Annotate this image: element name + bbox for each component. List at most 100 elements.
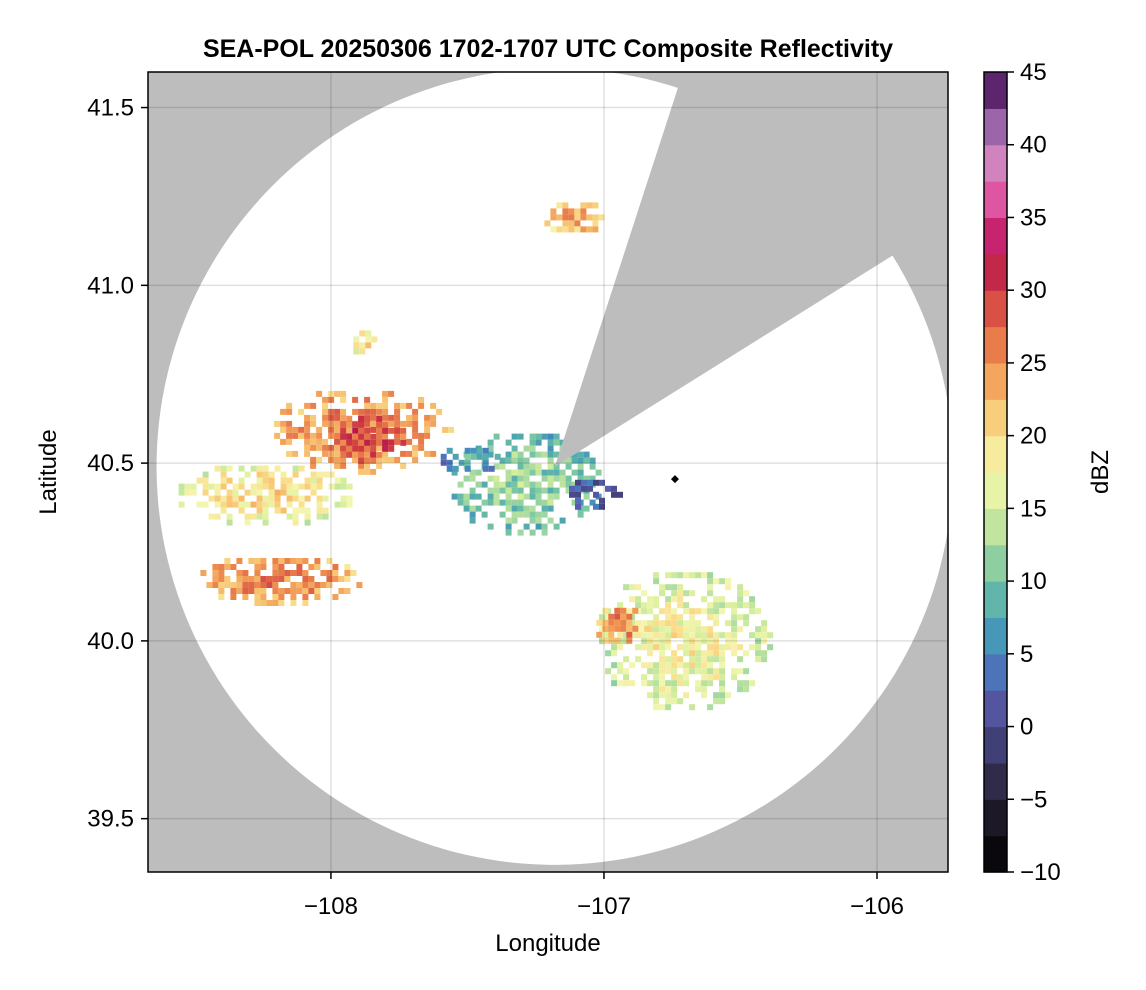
echo-pixel [511, 505, 518, 512]
echo-pixel [442, 426, 449, 433]
echo-pixel [278, 588, 285, 594]
echo-pixel [328, 450, 335, 457]
echo-pixel [250, 465, 257, 472]
echo-pixel [569, 485, 575, 492]
echo-pixel [641, 632, 648, 639]
echo-pixel [184, 483, 191, 490]
echo-pixel [493, 499, 500, 506]
echo-pixel [322, 402, 329, 409]
echo-pixel [761, 656, 768, 663]
echo-pixel [268, 489, 275, 496]
echo-pixel [623, 638, 630, 645]
echo-pixel [731, 674, 738, 681]
echo-pixel [731, 620, 738, 627]
echo-pixel [553, 433, 560, 440]
echo-pixel [653, 674, 660, 681]
echo-pixel [382, 456, 389, 463]
echo-pixel [713, 632, 720, 639]
echo-pixel [586, 226, 593, 233]
echo-pixel [316, 426, 323, 433]
echo-pixel [412, 426, 419, 433]
echo-pixel [310, 483, 317, 490]
echo-pixel [214, 483, 221, 490]
echo-pixel [605, 668, 612, 675]
echo-pixel [266, 600, 273, 606]
echo-pixel [244, 513, 251, 520]
echo-pixel [719, 608, 726, 615]
echo-pixel [665, 638, 672, 645]
echo-pixel [254, 582, 261, 588]
echo-pixel [683, 620, 690, 627]
echo-pixel [617, 680, 624, 687]
echo-pixel [268, 501, 275, 508]
echo-pixel [254, 588, 261, 594]
echo-pixel [464, 453, 471, 460]
echo-pixel [583, 475, 590, 482]
echo-pixel [208, 513, 215, 520]
echo-pixel [388, 427, 395, 434]
echo-pixel [713, 644, 720, 651]
echo-pixel [541, 487, 548, 494]
echo-pixel [719, 680, 726, 687]
echo-pixel [583, 505, 590, 512]
echo-pixel [737, 644, 744, 651]
echo-pixel [268, 477, 275, 484]
echo-pixel [286, 438, 293, 445]
echo-pixel [353, 336, 360, 343]
echo-pixel [220, 471, 227, 478]
echo-pixel [254, 570, 261, 576]
echo-pixel [592, 226, 599, 233]
echo-pixel [517, 493, 524, 500]
echo-pixel [559, 517, 566, 524]
echo-pixel [400, 427, 407, 434]
echo-pixel [190, 489, 197, 496]
colorbar-segment [984, 653, 1007, 691]
echo-pixel [322, 495, 329, 502]
echo-pixel [322, 396, 329, 403]
echo-pixel [529, 463, 536, 470]
echo-pixel [340, 421, 347, 428]
echo-pixel [701, 632, 708, 639]
echo-pixel [280, 489, 287, 496]
echo-pixel [272, 582, 279, 588]
echo-pixel [226, 501, 233, 508]
echo-pixel [218, 594, 225, 600]
echo-pixel [677, 626, 684, 633]
echo-pixel [505, 457, 512, 464]
echo-pixel [400, 462, 407, 469]
echo-pixel [292, 507, 299, 514]
echo-pixel [517, 487, 524, 494]
echo-pixel [382, 421, 389, 428]
echo-pixel [641, 590, 648, 597]
echo-pixel [731, 632, 738, 639]
echo-pixel [731, 644, 738, 651]
echo-region [451, 433, 602, 536]
echo-pixel [653, 692, 660, 699]
colorbar-ticks: −10 −5 0 5 10 15 20 25 30 35 40 45 [1007, 59, 1061, 886]
echo-pixel [382, 450, 389, 457]
echo-pixel [529, 451, 536, 458]
echo-pixel [523, 469, 530, 476]
x-tick-label: −107 [577, 893, 631, 920]
echo-pixel [196, 477, 203, 484]
echo-pixel [671, 590, 678, 597]
echo-pixel [559, 481, 566, 488]
colorbar-frame [983, 71, 1008, 873]
echo-pixel [626, 619, 633, 626]
echo-pixel [260, 594, 267, 600]
echo-pixel [196, 501, 203, 508]
echo-pixel [364, 450, 371, 457]
echo-pixel [418, 438, 425, 445]
echo-pixel [364, 408, 371, 415]
echo-pixel [707, 704, 714, 711]
echo-pixel [556, 226, 563, 233]
echo-pixel [316, 477, 323, 484]
echo-pixel [340, 408, 347, 415]
echo-pixel [244, 489, 251, 496]
echo-pixel [653, 620, 660, 627]
echo-pixel [505, 481, 512, 488]
echo-pixel [394, 402, 401, 409]
echo-pixel [202, 471, 209, 478]
colorbar-segment [984, 799, 1007, 837]
echo-pixel [583, 457, 590, 464]
